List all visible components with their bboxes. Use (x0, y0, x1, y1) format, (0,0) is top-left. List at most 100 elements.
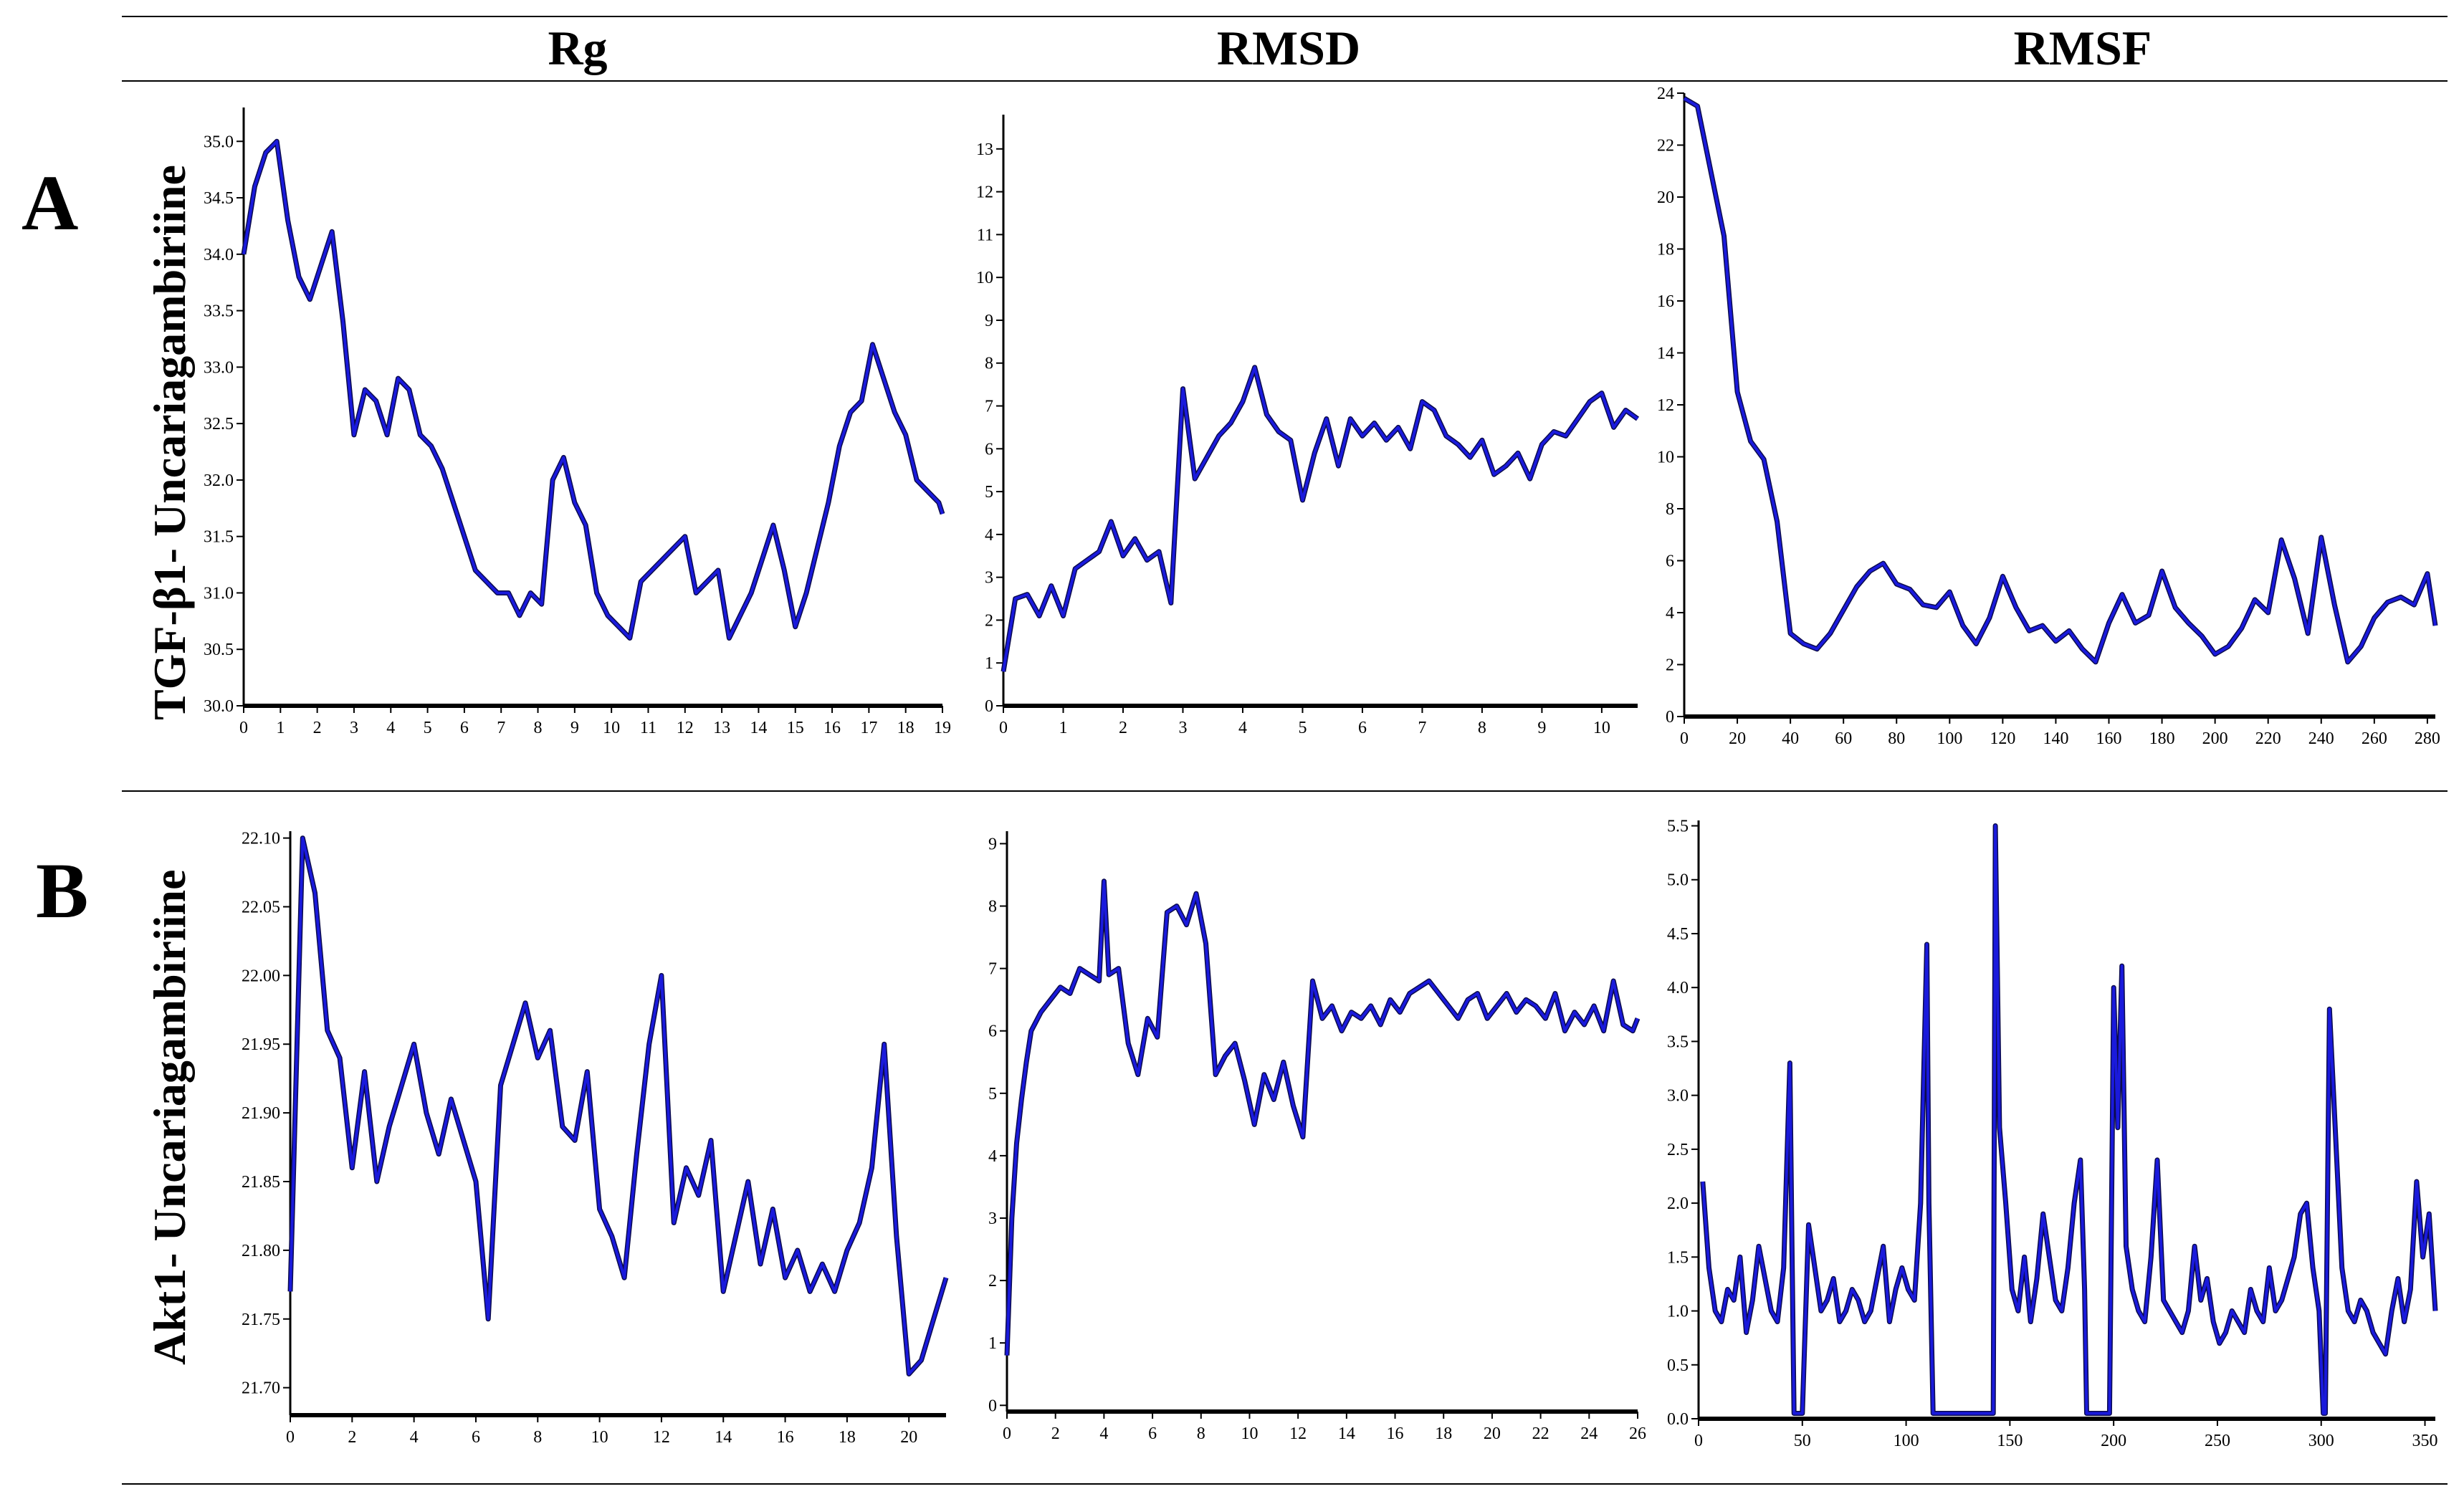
y-tick-label: 22 (1657, 137, 1674, 155)
x-tick-label: 6 (1148, 1424, 1157, 1443)
y-tick-label: 32.5 (204, 415, 234, 434)
y-tick-label: 31.0 (204, 584, 234, 603)
y-tick-label: 34.0 (204, 246, 234, 264)
x-tick-label: 20 (1484, 1424, 1501, 1443)
y-tick-label: 0.0 (1667, 1410, 1689, 1429)
series-line (1002, 365, 1639, 672)
x-tick-label: 3 (350, 719, 358, 737)
x-tick-label: 7 (1418, 719, 1426, 737)
y-tick-label: 10 (976, 269, 993, 287)
row-divider (122, 790, 2448, 792)
x-tick-label: 5 (1298, 719, 1307, 737)
x-tick-label: 4 (1099, 1424, 1108, 1443)
x-tick-label: 7 (497, 719, 505, 737)
x-tick-label: 120 (1990, 729, 2015, 748)
x-tick-label: 22 (1532, 1424, 1549, 1443)
y-tick-label: 22.10 (242, 830, 280, 848)
bottom-rule (122, 1483, 2448, 1485)
y-tick-label: 9 (985, 312, 993, 330)
x-tick-label: 26 (1629, 1424, 1646, 1443)
x-tick-label: 2 (1051, 1424, 1060, 1443)
y-tick-label: 8 (988, 898, 997, 916)
series-line (1006, 879, 1639, 1356)
y-tick-label: 30.5 (204, 641, 234, 659)
x-tick-label: 0 (286, 1428, 295, 1447)
x-tick-label: 60 (1835, 729, 1852, 748)
x-tick-label: 0 (239, 719, 248, 737)
x-tick-label: 13 (713, 719, 730, 737)
x-tick-label: 200 (2101, 1432, 2126, 1450)
x-tick-label: 5 (424, 719, 432, 737)
column-title-rmsd: RMSD (1216, 21, 1361, 75)
x-tick-label: 14 (715, 1428, 732, 1447)
x-tick-label: 50 (1794, 1432, 1811, 1450)
y-tick-label: 6 (988, 1023, 997, 1041)
y-tick-label: 34.5 (204, 189, 234, 208)
y-tick-label: 4.0 (1667, 979, 1689, 997)
y-tick-label: 21.85 (242, 1173, 280, 1192)
x-tick-label: 100 (1894, 1432, 1919, 1450)
y-tick-label: 13 (976, 140, 993, 159)
top-rule (122, 16, 2448, 17)
y-tick-label: 21.95 (242, 1035, 280, 1054)
y-tick-label: 18 (1657, 241, 1674, 259)
x-tick-label: 12 (1289, 1424, 1307, 1443)
x-tick-label: 2 (348, 1428, 356, 1447)
x-tick-label: 260 (2362, 729, 2387, 748)
x-tick-label: 280 (2415, 729, 2440, 748)
x-tick-label: 12 (677, 719, 694, 737)
x-tick-label: 9 (1537, 719, 1546, 737)
y-tick-label: 11 (977, 226, 993, 244)
x-tick-label: 8 (533, 1428, 542, 1447)
x-tick-label: 14 (750, 719, 767, 737)
y-tick-label: 3.5 (1667, 1033, 1689, 1051)
y-tick-label: 21.70 (242, 1379, 280, 1398)
x-tick-label: 40 (1782, 729, 1799, 748)
x-tick-label: 4 (410, 1428, 419, 1447)
y-tick-label: 1 (985, 654, 993, 673)
y-tick-label: 14 (1657, 345, 1674, 363)
y-tick-label: 2.0 (1667, 1194, 1689, 1213)
y-tick-label: 2 (985, 611, 993, 630)
y-tick-label: 1 (988, 1334, 997, 1353)
y-tick-label: 5 (985, 483, 993, 502)
x-tick-label: 8 (534, 719, 543, 737)
x-tick-label: 160 (2096, 729, 2122, 748)
y-tick-label: 2 (1666, 656, 1674, 675)
y-tick-label: 21.80 (242, 1242, 280, 1260)
x-tick-label: 250 (2205, 1432, 2230, 1450)
y-tick-label: 12 (976, 183, 993, 202)
y-tick-label: 8 (1666, 500, 1674, 519)
x-tick-label: 2 (313, 719, 322, 737)
y-tick-label: 22.00 (242, 967, 280, 985)
y-tick-label: 4 (988, 1147, 997, 1166)
header-rule (122, 80, 2448, 82)
y-tick-label: 3.0 (1667, 1087, 1689, 1106)
series-line (1683, 97, 2437, 664)
x-tick-label: 6 (1358, 719, 1367, 737)
x-tick-label: 0 (1003, 1424, 1011, 1443)
y-tick-label: 21.75 (242, 1311, 280, 1329)
x-tick-label: 12 (653, 1428, 670, 1447)
y-tick-label: 8 (985, 355, 993, 373)
x-tick-label: 300 (2308, 1432, 2334, 1450)
x-tick-label: 17 (860, 719, 877, 737)
x-tick-label: 8 (1197, 1424, 1205, 1443)
x-tick-label: 10 (1593, 719, 1610, 737)
y-tick-label: 12 (1657, 396, 1674, 415)
y-tick-label: 2 (988, 1272, 997, 1290)
x-tick-label: 24 (1580, 1424, 1598, 1443)
x-tick-label: 220 (2255, 729, 2281, 748)
y-tick-label: 2.5 (1667, 1141, 1689, 1159)
x-tick-label: 0 (1680, 729, 1689, 748)
x-tick-label: 18 (839, 1428, 856, 1447)
x-tick-label: 200 (2202, 729, 2228, 748)
x-tick-label: 20 (900, 1428, 917, 1447)
x-tick-label: 4 (386, 719, 395, 737)
y-tick-label: 0 (988, 1397, 997, 1415)
series-line (242, 140, 944, 640)
